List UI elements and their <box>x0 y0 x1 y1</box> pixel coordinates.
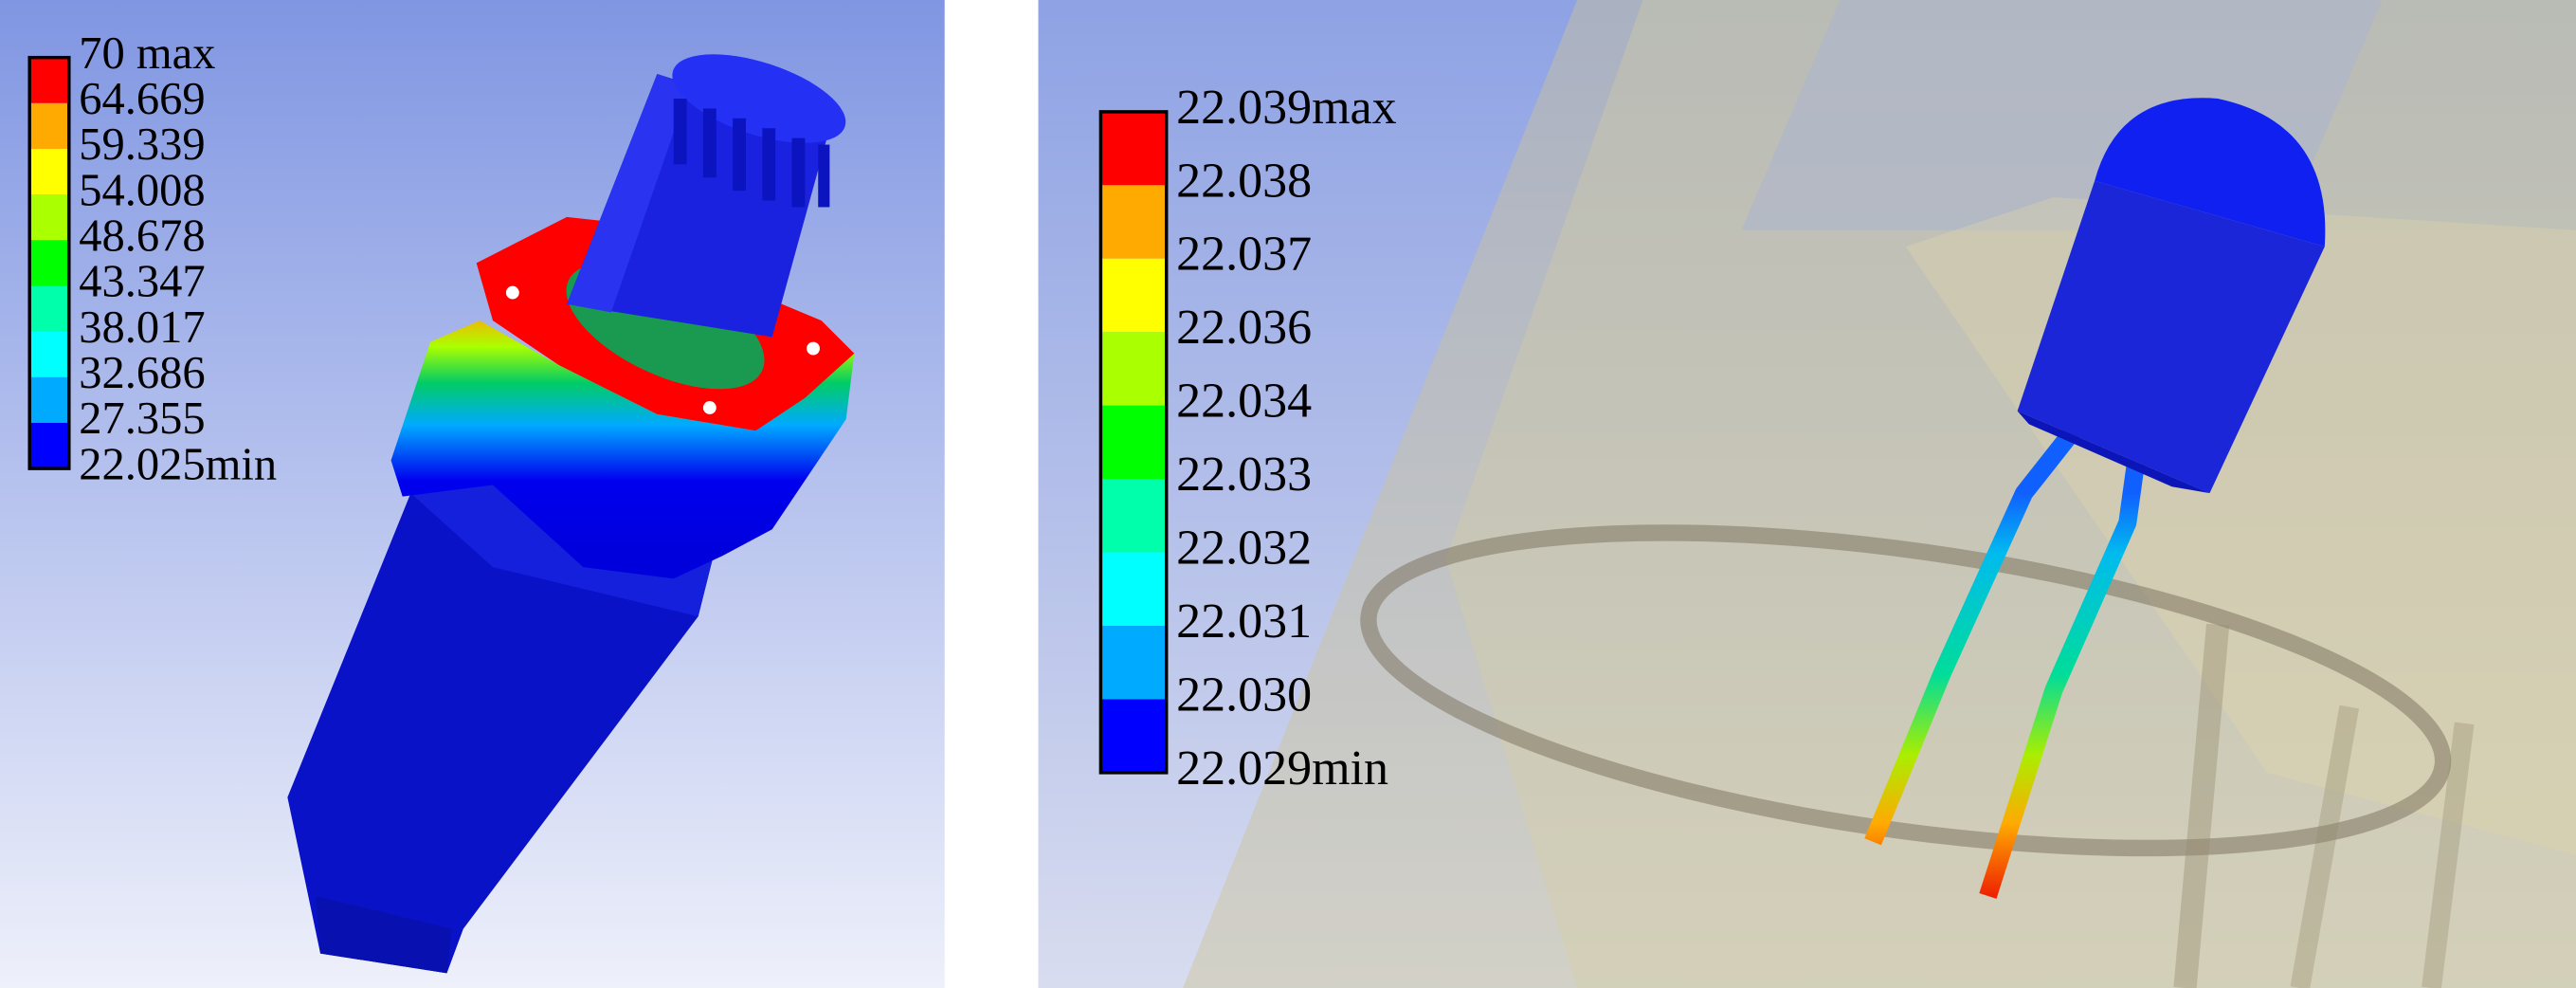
model-sensor <box>1864 98 2326 899</box>
legend-swatch <box>29 194 69 241</box>
legend-label: 22.038 <box>1176 154 1312 208</box>
legend-label: 64.669 <box>79 74 205 124</box>
model-housing <box>287 54 855 974</box>
legend-swatch <box>1100 258 1167 333</box>
legend-swatch <box>29 57 69 103</box>
legend-swatch <box>1100 479 1167 553</box>
legend-swatch <box>1100 625 1167 700</box>
legend-swatch <box>29 149 69 195</box>
legend-label: 22.025min <box>79 439 277 489</box>
legend: 22.039max 22.038 22.037 22.036 22.034 22.033 2… <box>1098 81 1397 796</box>
legend-frame <box>1098 110 1169 775</box>
legend-label: 22.036 <box>1176 301 1312 355</box>
legend-label: 59.339 <box>79 119 205 170</box>
legend-swatch <box>1100 552 1167 626</box>
legend-label: 70 max <box>79 28 215 79</box>
legend-swatch <box>29 422 69 469</box>
legend-label: 22.031 <box>1176 595 1312 649</box>
legend-swatch <box>29 376 69 423</box>
legend: 70 max64.66959.33954.00848.67843.34738.0… <box>27 28 277 489</box>
legend-swatch <box>1100 185 1167 259</box>
legend-swatch <box>29 285 69 332</box>
legend-swatch <box>29 331 69 377</box>
legend-swatch <box>29 102 69 150</box>
legend-swatch <box>1100 405 1167 480</box>
legend-label: 22.032 <box>1176 521 1312 575</box>
legend-label: 27.355 <box>79 393 205 444</box>
legend-label: 22.030 <box>1176 668 1312 722</box>
legend-swatch <box>29 240 69 286</box>
legend-label: 22.037 <box>1176 228 1312 282</box>
legend-frame <box>27 55 71 470</box>
legend-swatch <box>1100 699 1167 773</box>
legend-swatch <box>1100 111 1167 186</box>
legend-label: 22.034 <box>1176 375 1312 429</box>
legend-label: 54.008 <box>79 165 205 215</box>
legend-label: 22.033 <box>1176 448 1312 502</box>
legend-label: 43.347 <box>79 257 205 307</box>
legend-label: 32.686 <box>79 348 205 398</box>
legend-label: 48.678 <box>79 210 205 261</box>
legend-label: 22.039max <box>1176 81 1397 135</box>
legend-label: 22.029min <box>1176 741 1388 796</box>
legend-swatch <box>1100 332 1167 406</box>
legend-label: 38.017 <box>79 302 205 353</box>
